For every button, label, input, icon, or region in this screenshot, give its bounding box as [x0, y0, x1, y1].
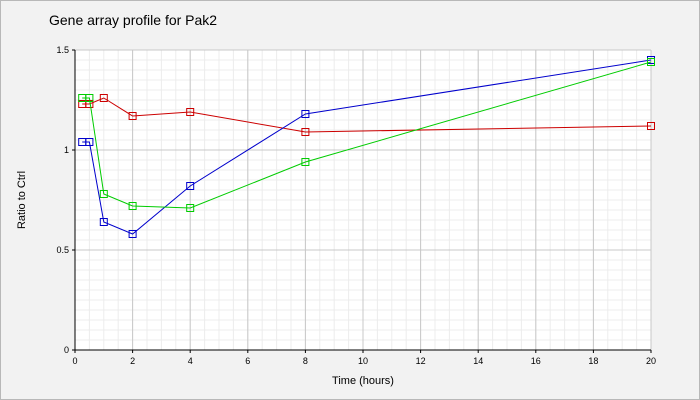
data-point-marker	[99, 94, 108, 102]
x-tick-label: 20	[646, 356, 656, 366]
y-tick-label: 1.5	[56, 45, 69, 55]
y-tick-label: 0	[64, 345, 69, 355]
series-line-3	[82, 61, 652, 209]
x-tick-label: 6	[245, 356, 250, 366]
data-point-marker	[647, 58, 655, 66]
y-axis-label: Ratio to Ctrl	[16, 171, 28, 229]
data-point-marker	[301, 128, 310, 136]
x-tick-label: 2	[130, 356, 135, 366]
data-point-marker	[301, 158, 310, 166]
data-point-marker	[128, 230, 137, 238]
x-tick-label: 14	[473, 356, 483, 366]
data-point-marker	[85, 138, 94, 146]
series-line-2	[82, 59, 652, 235]
x-tick-label: 16	[531, 356, 541, 366]
x-axis-label: Time (hours)	[332, 375, 394, 387]
x-tick-label: 18	[588, 356, 598, 366]
data-point-marker	[128, 202, 137, 210]
data-point-marker	[99, 218, 108, 226]
data-point-marker	[647, 122, 655, 130]
data-point-marker	[85, 94, 94, 102]
x-tick-label: 8	[303, 356, 308, 366]
x-tick-label: 0	[72, 356, 77, 366]
data-point-marker	[186, 108, 195, 116]
y-tick-label: 1	[64, 145, 69, 155]
data-point-marker	[301, 110, 310, 118]
data-point-marker	[186, 204, 195, 212]
data-point-marker	[128, 112, 137, 120]
data-point-marker	[186, 182, 195, 190]
x-tick-label: 12	[416, 356, 426, 366]
chart-title: Gene array profile for Pak2	[49, 12, 218, 28]
x-tick-label: 10	[358, 356, 368, 366]
data-point-marker	[99, 190, 108, 198]
x-tick-label: 4	[188, 356, 193, 366]
y-tick-label: 0.5	[56, 245, 69, 255]
series-line-1	[82, 97, 652, 133]
